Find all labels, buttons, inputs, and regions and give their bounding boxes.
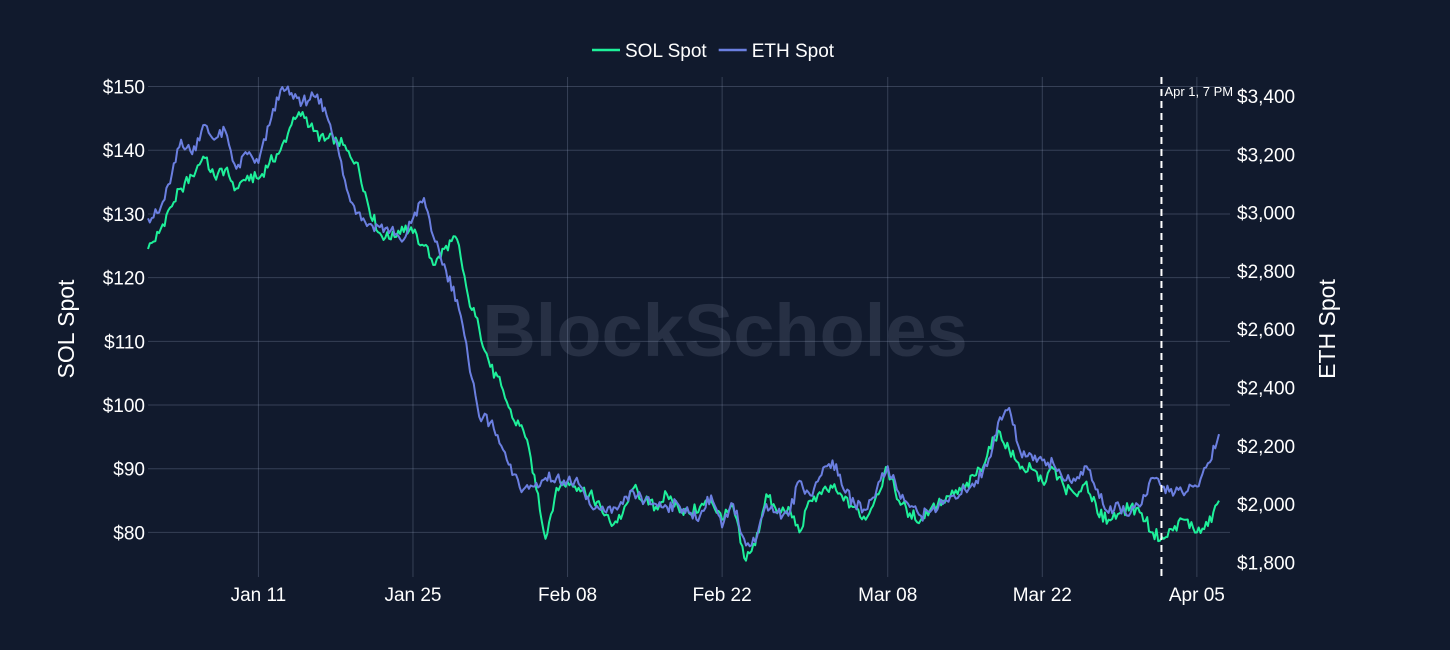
y-right-tick-label: $2,600 [1237, 320, 1295, 341]
legend-item-sol-spot[interactable]: SOL Spot [592, 41, 707, 62]
y-left-tick-label: $80 [113, 523, 145, 544]
series-line-eth-spot [147, 85, 1220, 548]
x-tick-label: Mar 22 [1013, 585, 1072, 606]
y-right-tick-label: $2,200 [1237, 437, 1295, 458]
y-left-tick-label: $100 [103, 396, 145, 417]
y-left-tick-label: $90 [113, 460, 145, 481]
y-left-tick-label: $150 [103, 78, 145, 99]
legend-label: SOL Spot [625, 41, 707, 62]
x-tick-label: Feb 22 [693, 585, 752, 606]
legend-item-eth-spot[interactable]: ETH Spot [718, 41, 835, 62]
x-tick-label: Feb 08 [538, 585, 597, 606]
y-right-tick-label: $3,400 [1237, 87, 1295, 108]
y-right-tick-label: $2,000 [1237, 495, 1295, 516]
axes: $80 $90 $100 $110 $120 $130 $140 $150 $1,800 $2,0… [53, 78, 1340, 606]
y-left-tick-label: $140 [103, 141, 145, 162]
legend[interactable]: SOL Spot ETH Spot [592, 41, 835, 62]
y-right-tick-label: $3,000 [1237, 204, 1295, 225]
y-right-tick-label: $1,800 [1237, 553, 1295, 574]
x-tick-label: Apr 05 [1169, 585, 1225, 606]
watermark-logo: BlockScholes [482, 289, 967, 372]
x-tick-label: Jan 25 [384, 585, 441, 606]
legend-label: ETH Spot [752, 41, 835, 62]
y-right-tick-label: $2,400 [1237, 378, 1295, 399]
y-right-tick-label: $3,200 [1237, 145, 1295, 166]
annotation-label: Apr 1, 7 PM [1164, 84, 1233, 99]
y-left-tick-label: $120 [103, 269, 145, 290]
series-line-sol-spot [147, 111, 1220, 562]
x-tick-label: Mar 08 [858, 585, 917, 606]
x-tick-label: Jan 11 [231, 585, 287, 606]
date-annotation: Apr 1, 7 PM [1160, 77, 1233, 577]
y-left-tick-label: $130 [103, 205, 145, 226]
y-left-tick-label: $110 [104, 332, 145, 353]
y-left-axis-title: SOL Spot [53, 279, 79, 378]
y-right-tick-label: $2,800 [1237, 262, 1295, 283]
y-right-axis-title: ETH Spot [1314, 279, 1340, 379]
series-lines [147, 85, 1220, 562]
